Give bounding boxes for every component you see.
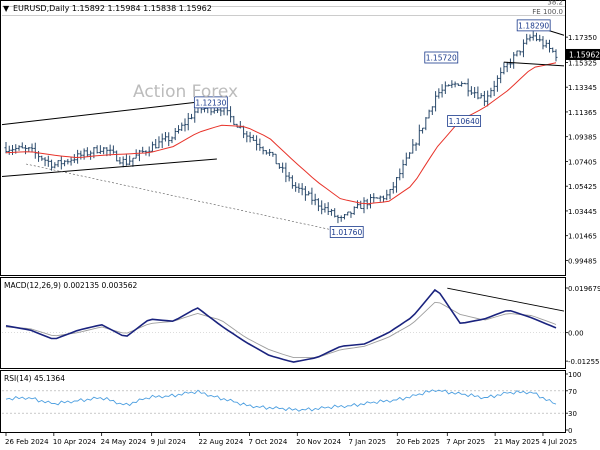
rsi-axis-label: 30: [568, 410, 577, 418]
current-price-marker: [566, 48, 600, 60]
y-axis-tick-label: 1.05425: [568, 183, 597, 191]
price-annotation-box: [193, 96, 228, 109]
x-axis-tick-label: 21 May 2025: [494, 438, 540, 446]
x-axis-tick-label: 20 Feb 2025: [396, 438, 440, 446]
macd-axis-label: 0.00: [568, 330, 584, 338]
y-axis-tick-label: 1.17350: [568, 34, 597, 42]
channel-lower-trendline: [1, 158, 217, 177]
x-axis-tick-label: 26 Feb 2024: [5, 438, 49, 446]
x-axis-tick-label: 20 Nov 2024: [296, 438, 341, 446]
dashed-trendline: [25, 163, 342, 233]
y-axis-tick-label: 1.07405: [568, 158, 597, 166]
macd-signal-line: [5, 301, 557, 359]
price-annotation-label: 1.18290: [518, 22, 549, 31]
price-annotation-label: 1.15720: [426, 54, 457, 63]
y-axis-tick-label: 1.13345: [568, 84, 597, 92]
x-axis-tick-label: 10 Apr 2024: [53, 438, 97, 446]
rsi-axis-label: 70: [568, 388, 577, 396]
y-axis-tick-label: 1.09385: [568, 134, 597, 142]
rsi-line: [5, 389, 557, 412]
macd-axis-label: 0.019679: [568, 285, 600, 293]
current-price-label: 1.15962: [569, 51, 600, 60]
x-axis-tick-label: 7 Apr 2025: [446, 438, 485, 446]
rsi-axis-label: 0: [568, 427, 572, 435]
price-annotation-label: 1.10640: [449, 117, 480, 126]
rsi-panel-frame: [0, 370, 566, 433]
macd-title: MACD(12,26,9) 0.002135 0.003562: [4, 281, 138, 290]
collapse-icon[interactable]: ▼: [3, 4, 10, 13]
y-axis-tick-label: 1.15325: [568, 59, 597, 67]
x-axis-tick-label: 24 May 2024: [101, 438, 147, 446]
x-axis-tick-label: 4 Jul 2025: [542, 438, 577, 446]
y-axis-tick-label: 0.99485: [568, 257, 597, 265]
symbol-header: EURUSD,Daily 1.15892 1.15984 1.15838 1.1…: [13, 4, 212, 13]
macd-axis-label: -0.012552: [568, 358, 600, 366]
x-axis-tick-label: 22 Aug 2024: [198, 438, 243, 446]
x-axis-tick-label: 7 Jan 2025: [348, 438, 386, 446]
price-annotation-label: 1.01760: [331, 228, 362, 237]
watermark: Action Forex: [133, 82, 238, 102]
rsi-axis-label: 100: [568, 371, 581, 379]
macd-panel-frame: [0, 277, 566, 369]
price-annotation-box: [329, 226, 364, 238]
price-annotation-box: [424, 51, 459, 64]
price-annotation-box: [447, 115, 482, 127]
x-axis-tick-label: 9 Jul 2024: [151, 438, 187, 446]
macd-line: [5, 288, 557, 363]
main-panel-frame: [0, 0, 566, 276]
y-axis-tick-label: 1.11365: [568, 109, 597, 117]
channel-upper-trendline: [1, 99, 217, 126]
x-axis-tick-label: 7 Oct 2024: [248, 438, 287, 446]
fib-level-label: FE 100.0: [532, 8, 563, 16]
moving-average-line: [5, 62, 557, 205]
macd-trendline: [447, 287, 565, 312]
fib-level-label: 38.2: [547, 0, 563, 7]
y-axis-tick-label: 1.03445: [568, 208, 597, 216]
y-axis-tick-label: 1.01465: [568, 233, 597, 241]
rsi-title: RSI(14) 45.1364: [4, 374, 65, 383]
price-annotation-box: [516, 19, 551, 32]
wedge-lower-trendline: [503, 61, 565, 67]
price-annotation-label: 1.12130: [195, 99, 226, 108]
